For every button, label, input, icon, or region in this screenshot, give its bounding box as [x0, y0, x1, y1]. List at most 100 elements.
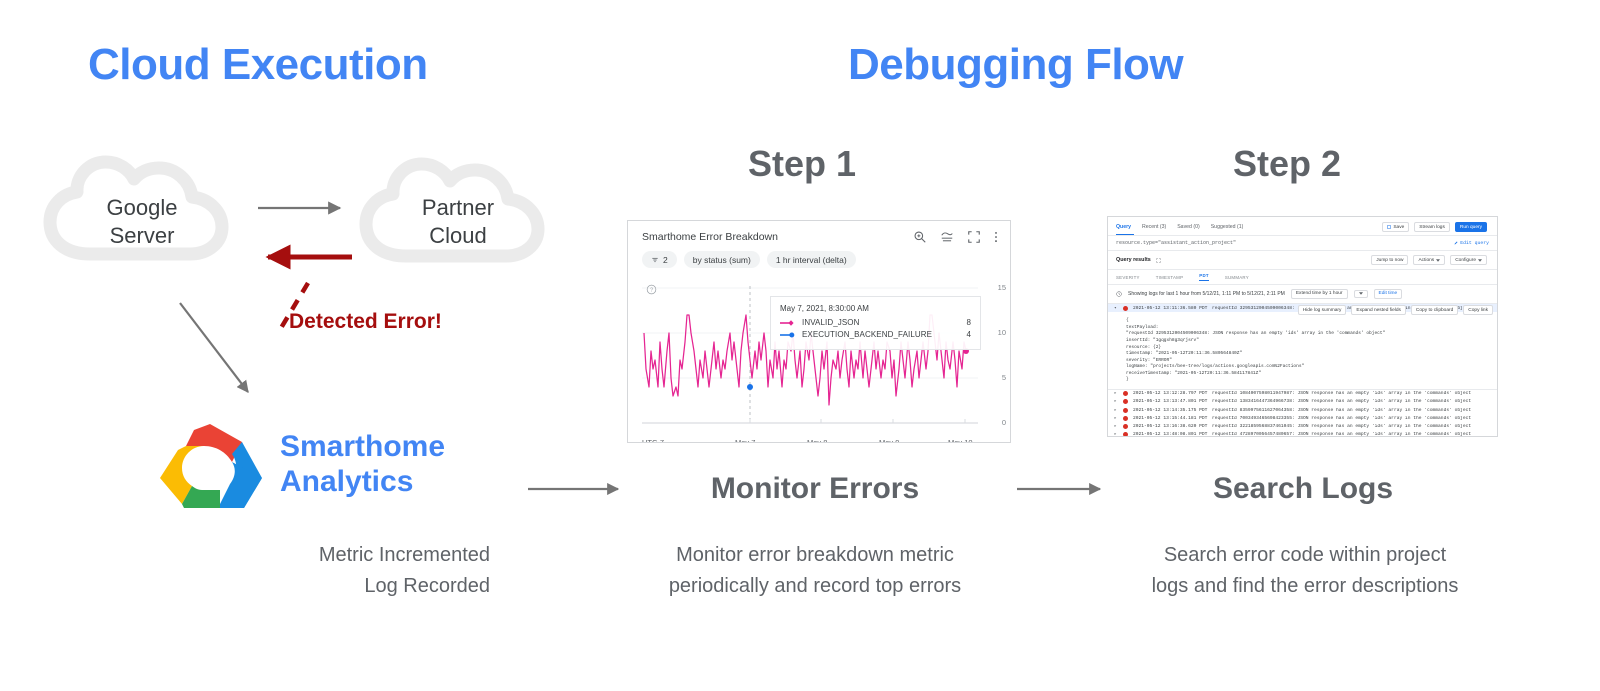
log-timestamp: 2021-05-12 13:48:08.801 PDT — [1133, 432, 1208, 437]
expand-nested-fields-label: Expand nested fields — [1356, 307, 1401, 313]
chart-tooltip-label-execution-backend-failure: EXECUTION_BACKEND_FAILURE — [802, 330, 933, 339]
series-invalid-json-line — [643, 314, 967, 406]
detail-line-6: severity: "ERROR" — [1126, 357, 1172, 363]
logs-rows-list: ▸ 2021-05-12 13:12:28.797 PDT requestId … — [1108, 390, 1497, 437]
copy-link-label: Copy link — [1468, 307, 1488, 313]
chart-toolbar — [913, 230, 998, 244]
detail-line-8: receiveTimestamp: "2021-05-12T20:11:36.5… — [1126, 370, 1262, 376]
chart-filter-chips: 2 by status (sum) 1 hr interval (delta) — [628, 244, 1010, 268]
log-message: requestId 3221859568837461045: JSON resp… — [1212, 423, 1472, 429]
brand-line2: Analytics — [280, 465, 414, 498]
kebab-menu-icon[interactable] — [994, 230, 998, 244]
search-logs-heading: Search Logs — [1212, 472, 1394, 505]
save-button[interactable]: Save — [1382, 222, 1410, 233]
severity-error-icon — [1123, 399, 1128, 405]
extend-time-button[interactable]: Extend time by 1 hour — [1290, 288, 1348, 300]
configure-button[interactable]: Configure — [1450, 255, 1487, 266]
column-pdt[interactable]: PDT — [1199, 273, 1209, 281]
jump-to-now-label: Jump to now — [1376, 257, 1404, 263]
table-row[interactable]: ▸ 2021-05-12 13:12:28.797 PDT requestId … — [1108, 390, 1497, 398]
log-detail-actions: Hide log summary Expand nested fields Co… — [1108, 305, 1497, 317]
logs-results-bar: Query results Jump to now Actions Config… — [1108, 251, 1497, 271]
expand-results-icon[interactable] — [1156, 258, 1161, 263]
logs-explorer-card[interactable]: Query Recent (3) Saved (0) Suggested (1)… — [1107, 216, 1498, 437]
log-timestamp: 2021-05-12 13:16:38.620 PDT — [1133, 423, 1208, 429]
chip-filter-count[interactable]: 2 — [642, 251, 677, 268]
copy-link-button[interactable]: Copy link — [1463, 305, 1493, 316]
expand-caret-icon[interactable]: ▸ — [1114, 432, 1117, 437]
tab-suggested[interactable]: Suggested (1) — [1210, 224, 1244, 231]
jump-to-now-button[interactable]: Jump to now — [1371, 255, 1409, 266]
zoom-in-icon[interactable] — [913, 230, 927, 244]
y-tick-10: 10 — [997, 328, 1006, 337]
copy-to-clipboard-label: Copy to clipboard — [1415, 307, 1454, 313]
table-row[interactable]: ▸ 2021-05-12 13:15:44.181 PDT requestId … — [1108, 414, 1497, 422]
severity-error-icon — [1123, 432, 1128, 436]
partner-cloud: Partner Cloud — [358, 152, 558, 277]
google-server-cloud: Google Server — [42, 150, 242, 275]
table-row[interactable]: ▸ 2021-05-12 13:48:08.801 PDT requestId … — [1108, 431, 1497, 437]
detail-line-5: timestamp: "2021-05-12T20:11:36.58056484… — [1126, 351, 1243, 357]
tab-saved[interactable]: Saved (0) — [1177, 224, 1200, 231]
expand-caret-icon[interactable]: ▸ — [1114, 407, 1117, 413]
section-title-cloud-execution: Cloud Execution — [88, 40, 428, 89]
chart-tooltip-label-invalid-json: INVALID_JSON — [802, 318, 860, 327]
hide-log-summary-label: Hide log summary — [1302, 307, 1342, 313]
error-breakdown-chart-card[interactable]: Smarthome Error Breakdown — [627, 220, 1011, 443]
monitor-errors-caption: Monitor error breakdown metric periodica… — [668, 544, 962, 598]
hide-log-summary-button[interactable]: Hide log summary — [1297, 305, 1347, 316]
chevron-down-icon — [1478, 259, 1482, 262]
detail-line-1: textPayload: — [1126, 324, 1159, 330]
edit-time-label: Edit time — [1378, 291, 1398, 297]
analytics-caption: Metric Incremented Log Recorded — [120, 540, 490, 602]
y-tick-15: 15 — [997, 283, 1006, 292]
expand-nested-fields-button[interactable]: Expand nested fields — [1351, 305, 1406, 316]
extend-time-dropdown[interactable] — [1353, 289, 1368, 299]
actions-menu-button[interactable]: Actions — [1413, 255, 1446, 266]
run-query-button[interactable]: Run query — [1454, 222, 1487, 233]
chart-x-axis-labels: UTC-7 May 7 May 8 May 9 May 10 — [628, 438, 1010, 443]
table-row[interactable]: ▸ 2021-05-12 13:14:35.175 PDT requestId … — [1108, 406, 1497, 414]
tab-query[interactable]: Query — [1116, 224, 1131, 231]
tab-recent[interactable]: Recent (3) — [1142, 224, 1167, 231]
analytics-caption-line2: Log Recorded — [364, 575, 490, 597]
logs-query-editor[interactable]: resource.type="assistant_action_project"… — [1108, 236, 1497, 252]
chip-group-by[interactable]: by status (sum) — [683, 251, 760, 268]
severity-error-icon — [1123, 305, 1128, 311]
brand-line1: Smarthome — [280, 430, 446, 464]
clock-icon — [1116, 291, 1122, 297]
stream-logs-button[interactable]: Stream logs — [1414, 222, 1450, 233]
severity-error-icon — [1123, 407, 1128, 413]
chart-tooltip-value-execution-backend-failure: 4 — [966, 330, 971, 339]
collapse-caret-icon[interactable]: ▾ — [1114, 305, 1117, 311]
x-tick-may-10: May 10 — [948, 438, 973, 443]
logs-columns-header: SEVERITY TIMESTAMP PDT SUMMARY — [1108, 270, 1497, 285]
chart-help-icon[interactable]: ? — [646, 282, 657, 295]
filter-icon — [652, 257, 658, 262]
edit-time-button[interactable]: Edit time — [1373, 288, 1403, 300]
table-row[interactable]: ▸ 2021-05-12 13:13:47.801 PDT requestId … — [1108, 398, 1497, 406]
log-timestamp: 2021-05-12 13:14:35.175 PDT — [1133, 407, 1208, 413]
legend-swatch-invalid-json-icon — [780, 319, 794, 326]
column-timestamp[interactable]: TIMESTAMP — [1155, 274, 1184, 280]
chart-tooltip-time: May 7, 2021, 8:30:00 AM — [780, 304, 869, 313]
chart-type-icon[interactable] — [940, 230, 954, 244]
table-row[interactable]: ▸ 2021-05-12 13:16:38.620 PDT requestId … — [1108, 422, 1497, 430]
column-summary[interactable]: SUMMARY — [1224, 274, 1249, 280]
expand-caret-icon[interactable]: ▸ — [1114, 399, 1117, 405]
edit-query-button[interactable]: Edit query — [1454, 241, 1489, 246]
arrow-server-to-analytics — [179, 302, 249, 393]
brand-text: Smarthome Analytics — [280, 430, 445, 500]
expand-caret-icon[interactable]: ▸ — [1114, 391, 1117, 397]
expand-caret-icon[interactable]: ▸ — [1114, 415, 1117, 421]
chart-plot-svg — [642, 286, 978, 424]
severity-error-icon — [1123, 415, 1128, 421]
column-severity[interactable]: SEVERITY — [1116, 274, 1140, 280]
log-detail-json: { textPayload: "requestId 32953120045090… — [1108, 317, 1497, 386]
expand-caret-icon[interactable]: ▸ — [1114, 423, 1117, 429]
chip-interval[interactable]: 1 hr interval (delta) — [766, 251, 856, 268]
copy-to-clipboard-button[interactable]: Copy to clipboard — [1410, 305, 1459, 316]
pencil-icon — [1454, 241, 1458, 245]
fullscreen-icon[interactable] — [967, 230, 981, 244]
